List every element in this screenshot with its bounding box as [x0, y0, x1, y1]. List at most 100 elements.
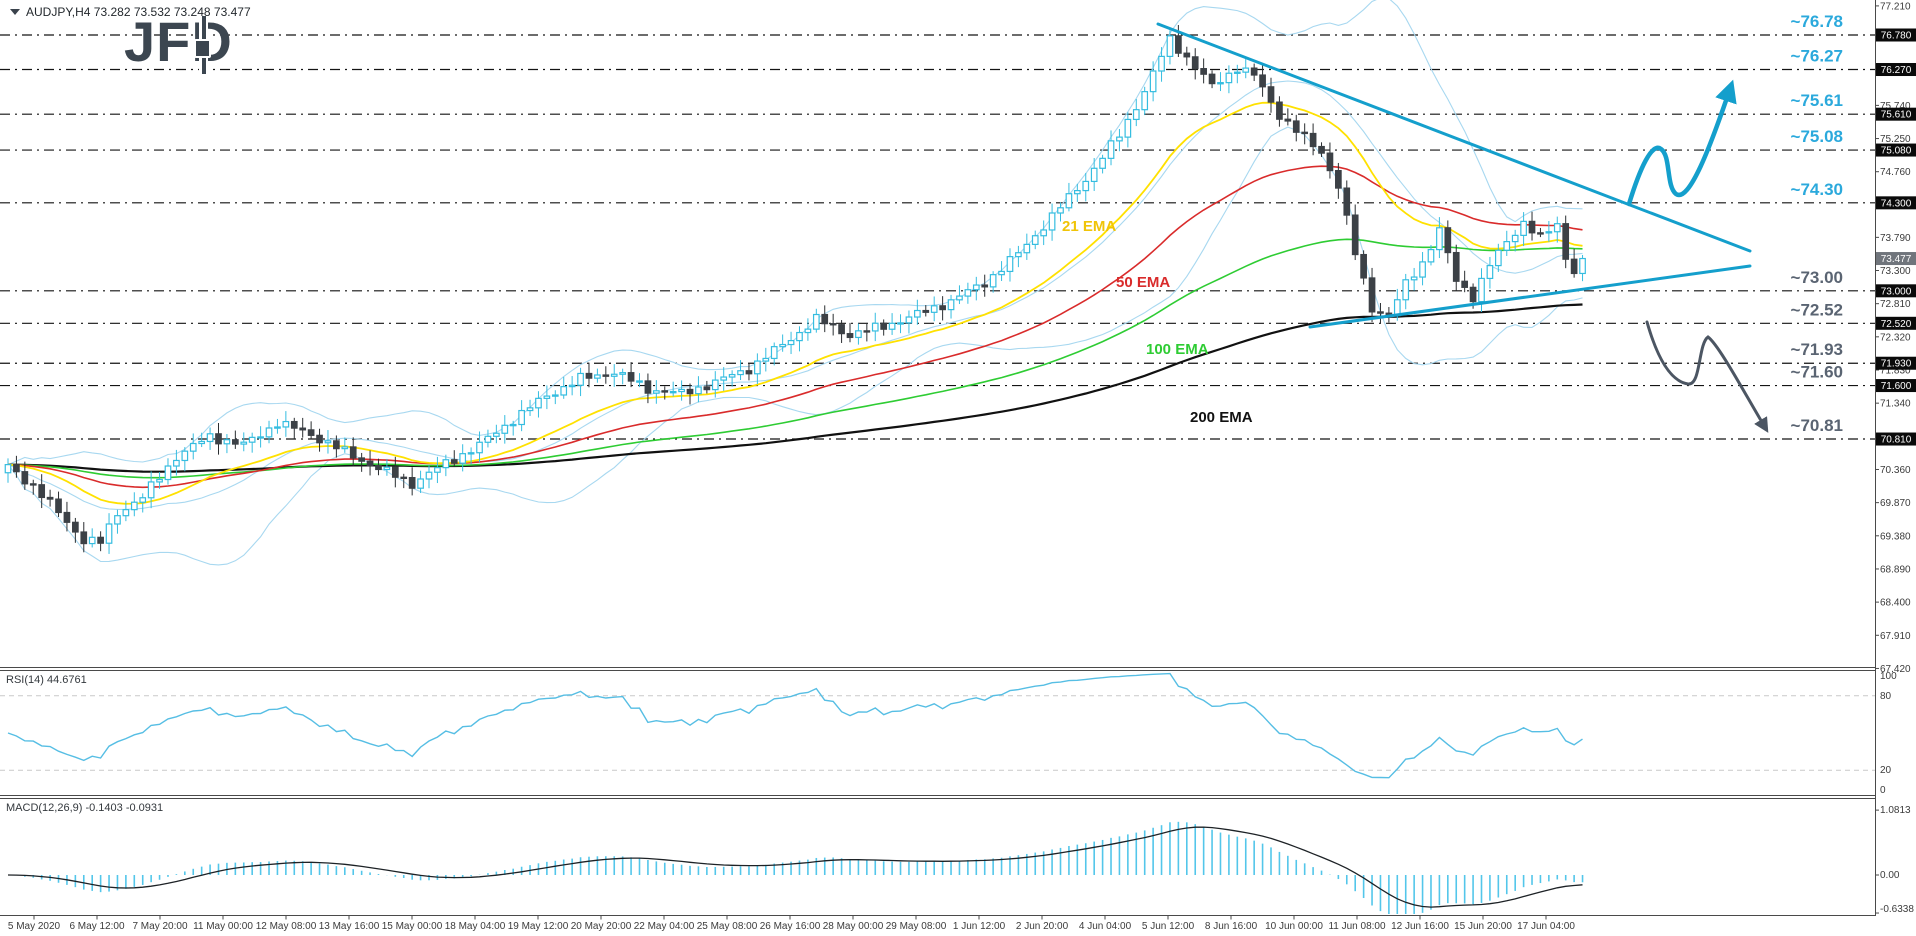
price-axis-label: 72.810	[1880, 299, 1911, 310]
price-axis-label: 71.340	[1880, 399, 1911, 410]
price-axis-label: 70.360	[1880, 465, 1911, 476]
candle-body	[1158, 55, 1165, 72]
candle-body	[947, 299, 955, 311]
candle-body	[459, 453, 467, 464]
candle-body	[1410, 276, 1418, 281]
candle-body	[1116, 136, 1123, 142]
time-axis-label: 29 May 08:00	[886, 921, 947, 932]
candle-body	[610, 373, 618, 377]
candle-body	[711, 379, 719, 391]
price-badge-label: 70.810	[1881, 435, 1912, 446]
candle-body	[240, 441, 248, 445]
candle-body	[147, 481, 155, 499]
candle-body	[1570, 258, 1578, 275]
candle-body	[1183, 52, 1191, 58]
chevron-down-icon[interactable]	[10, 9, 20, 15]
macd-indicator-label: MACD(12,26,9) -0.1403 -0.0931	[6, 802, 164, 814]
candle-body	[1486, 264, 1494, 280]
symbol-info[interactable]: AUDJPY,H4 73.282 73.532 73.248 73.477	[10, 5, 251, 19]
candle-body	[198, 440, 206, 445]
candle-body	[754, 360, 761, 375]
candle-body	[1452, 251, 1460, 282]
candle-body	[55, 498, 62, 514]
candle-body	[501, 424, 509, 434]
level-label: ~76.78	[1791, 12, 1843, 31]
candle-body	[1217, 82, 1224, 85]
candle-body	[695, 386, 702, 395]
candle-body	[1259, 74, 1266, 88]
candle-body	[855, 330, 862, 339]
rsi-axis-label: 0	[1880, 785, 1886, 796]
candle-body	[1141, 91, 1149, 111]
time-axis-label: 5 May 2020	[8, 921, 61, 932]
candle-body	[1073, 189, 1081, 195]
candle-body	[964, 289, 972, 297]
price-axis-label: 69.380	[1880, 531, 1911, 542]
candle-body	[1107, 140, 1115, 159]
candle-body	[46, 496, 54, 500]
candle-body	[787, 340, 795, 346]
price-badge-label: 74.300	[1881, 198, 1912, 209]
candle-body	[274, 426, 281, 429]
broker-logo-knob	[194, 39, 211, 58]
time-axis-label: 19 May 12:00	[508, 921, 569, 932]
macd-axis-label: -0.6338	[1880, 904, 1914, 915]
candle-body	[518, 409, 525, 426]
time-axis-label: 15 May 00:00	[382, 921, 443, 932]
projection-up-arrow[interactable]	[1626, 79, 1737, 207]
time-axis-label: 28 May 00:00	[823, 921, 884, 932]
candle-body	[846, 333, 854, 339]
wedge-lower[interactable]	[1308, 264, 1752, 329]
candle-body	[972, 284, 980, 291]
candle-body	[1048, 212, 1056, 231]
level-label: ~74.30	[1791, 180, 1843, 199]
time-axis-label: 12 May 08:00	[256, 921, 317, 932]
level-label: ~72.52	[1791, 300, 1843, 319]
time-axis-label: 11 Jun 08:00	[1328, 921, 1386, 932]
price-axis-label: 71.830	[1880, 365, 1911, 376]
candle-body	[164, 465, 172, 481]
candle-body	[282, 420, 290, 428]
candle-body	[21, 471, 29, 485]
level-label: ~73.00	[1791, 268, 1843, 287]
candle-body	[762, 357, 770, 362]
candle-body	[930, 305, 938, 313]
ema-lines	[7, 101, 1583, 505]
candle-body	[1368, 277, 1376, 313]
price-axis-label: 68.400	[1880, 598, 1911, 609]
candle-body	[1318, 145, 1325, 154]
candle-body	[728, 373, 736, 378]
level-label: ~71.93	[1791, 340, 1843, 359]
candle-body	[636, 380, 643, 383]
candle-body	[1057, 207, 1064, 214]
time-axis-label: 26 May 16:00	[760, 921, 821, 932]
level-label: ~70.81	[1791, 416, 1843, 435]
rsi-line	[7, 672, 1583, 779]
projection-down-arrow[interactable]	[1645, 320, 1769, 433]
candle-body	[72, 521, 79, 533]
wedge-upper[interactable]	[1156, 22, 1752, 253]
level-label: ~75.08	[1791, 127, 1843, 146]
candle-body	[1099, 157, 1106, 169]
candle-body	[1301, 131, 1309, 135]
price-axis-label: 68.890	[1880, 564, 1911, 575]
candle-body	[307, 429, 315, 436]
candle-body	[1520, 220, 1527, 236]
candle-body	[484, 435, 492, 443]
candle-body	[652, 390, 660, 394]
candle-body	[1242, 67, 1250, 73]
ema-label: 21 EMA	[1062, 218, 1116, 235]
symbol-ohlc-text: AUDJPY,H4 73.282 73.532 73.248 73.477	[26, 5, 251, 19]
candle-body	[1015, 252, 1022, 258]
candle-body	[981, 284, 989, 288]
price-badge	[1876, 379, 1916, 393]
candle-body	[1377, 311, 1384, 314]
candle-body	[476, 441, 483, 454]
candle-body	[905, 316, 913, 324]
candle-body	[1200, 68, 1207, 75]
level-label: ~76.27	[1791, 47, 1843, 66]
candle-body	[535, 397, 542, 409]
candle-body	[38, 484, 46, 499]
time-axis-label: 17 Jun 04:00	[1517, 921, 1575, 932]
